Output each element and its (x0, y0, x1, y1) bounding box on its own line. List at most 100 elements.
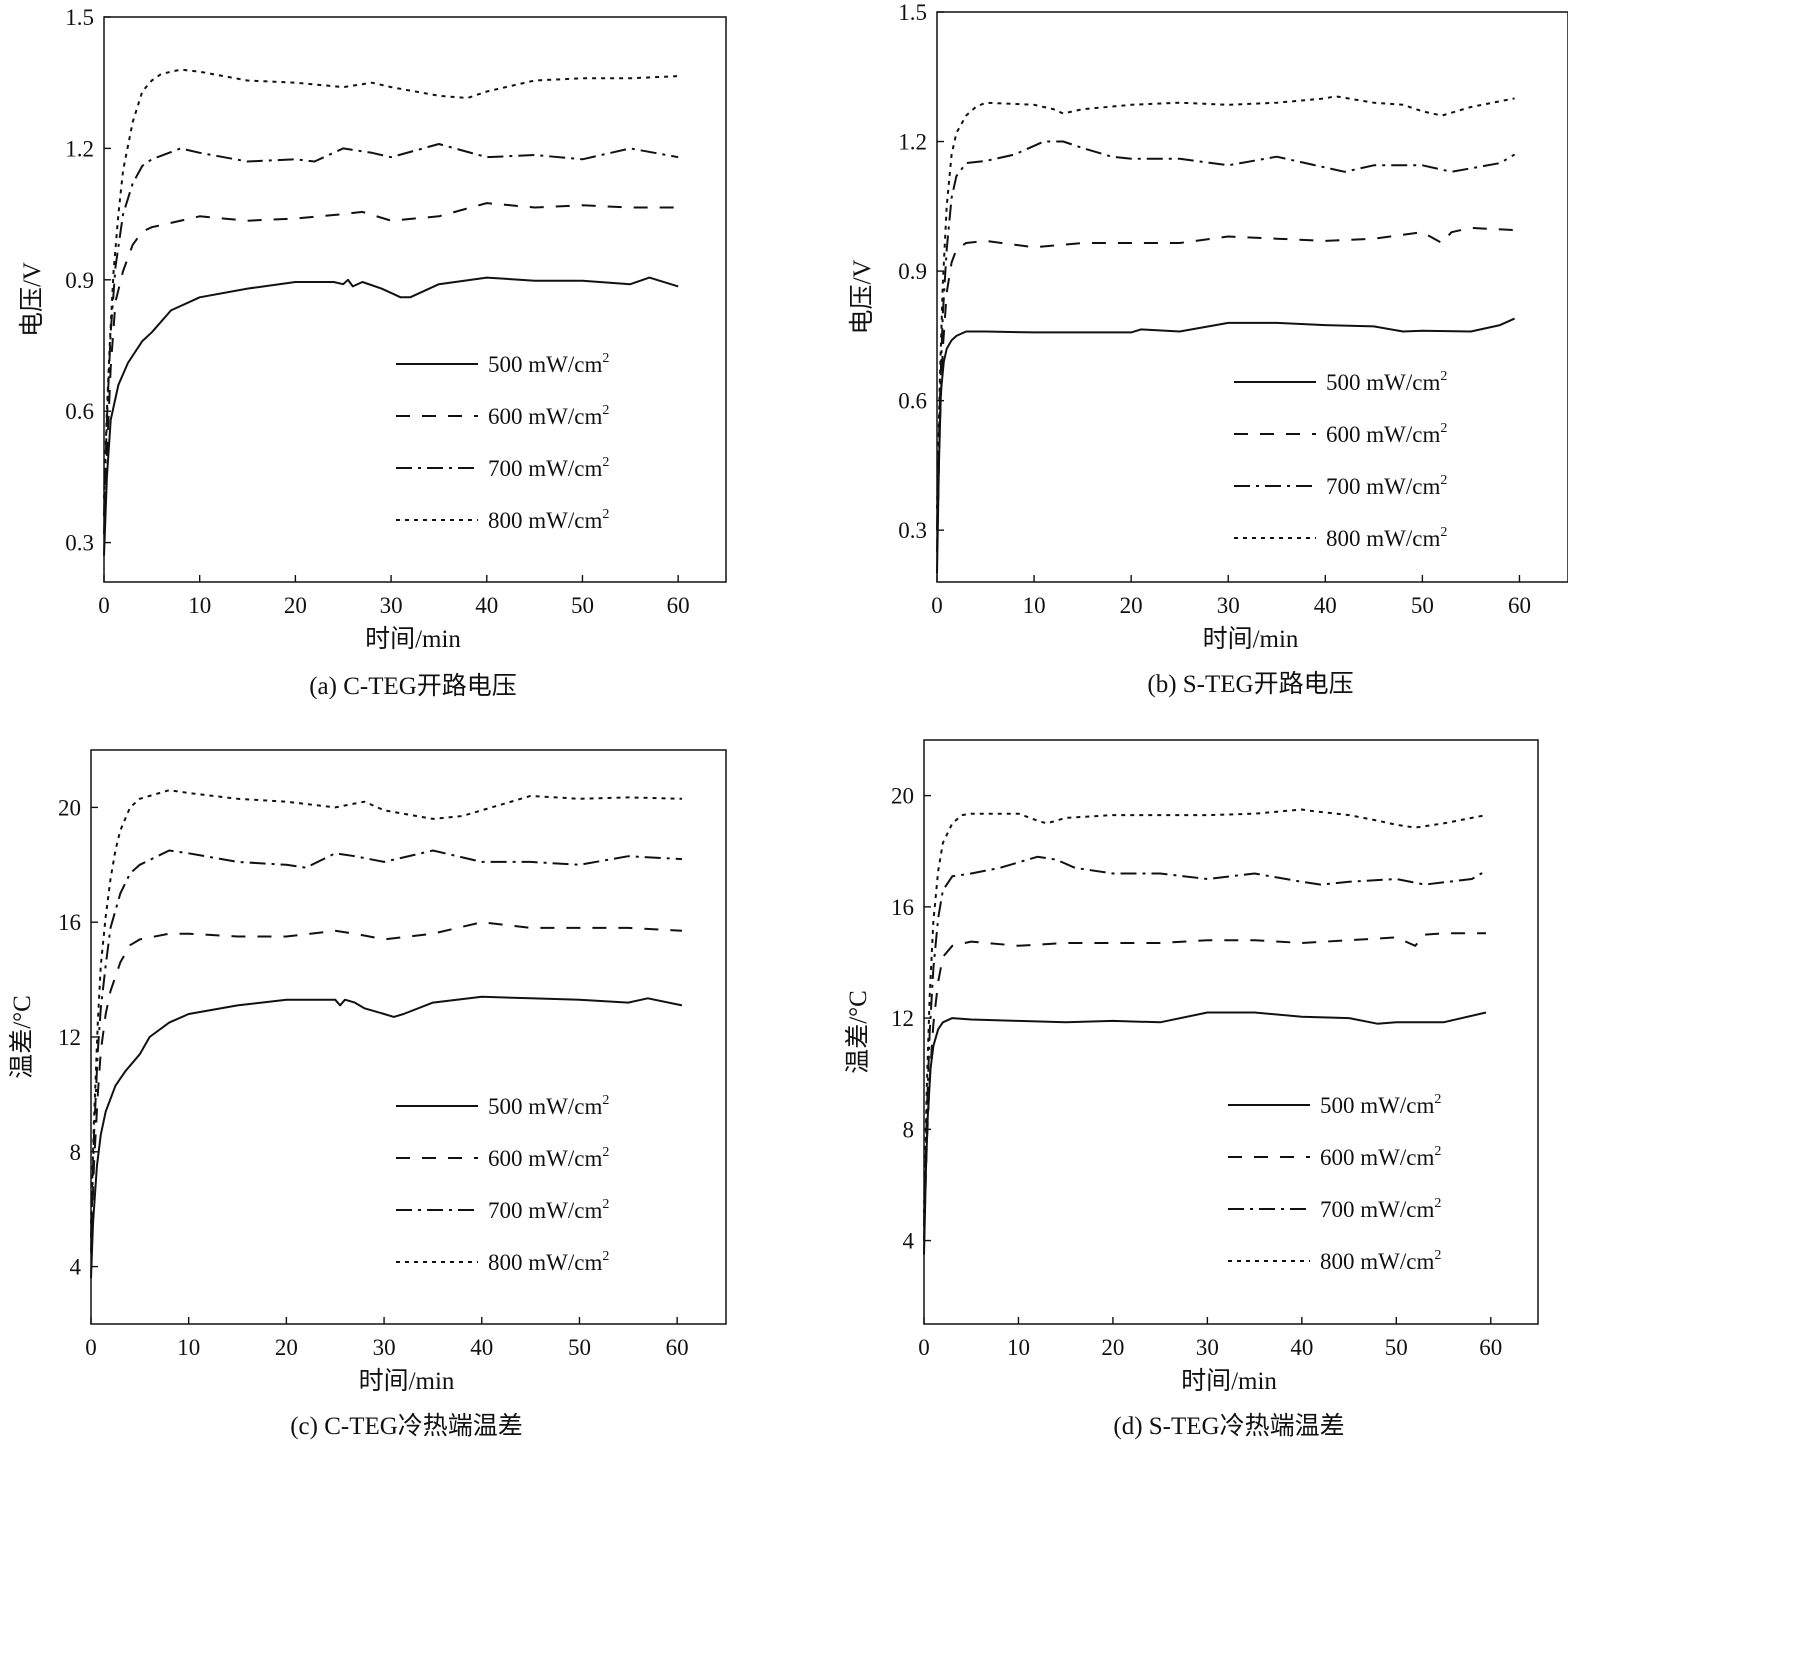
series-line-s700 (90, 849, 683, 1238)
legend: 500 mW/cm2 600 mW/cm2 700 mW/cm2 800 mW/cm2 (396, 351, 609, 533)
y-tick-label: 20 (891, 784, 914, 809)
legend-label-s700: 700 mW/cm2 (1320, 1196, 1441, 1222)
legend-label-s500: 500 mW/cm2 (1326, 369, 1447, 395)
legend-label-s600: 600 mW/cm2 (488, 403, 609, 429)
x-tick-label: 50 (568, 1335, 591, 1360)
x-tick-label: 60 (666, 1335, 689, 1360)
panel-caption: (b) S-TEG开路电压 (1147, 670, 1353, 698)
y-tick-label: 12 (58, 1025, 81, 1050)
legend-label-s500: 500 mW/cm2 (488, 351, 609, 377)
y-tick-label: 16 (891, 895, 914, 920)
x-tick-label: 40 (1290, 1335, 1313, 1360)
y-tick-label: 0.9 (65, 268, 94, 293)
chart-panel-a: 0 10 20 30 40 50 60 0.3 0.6 0.9 1.2 1.5 时间/min 电压/V 50… (18, 5, 727, 653)
legend-label-s800: 800 mW/cm2 (488, 507, 609, 533)
legend-label-s600: 600 mW/cm2 (1320, 1144, 1441, 1170)
chart-panel-c: 0 10 20 30 40 50 60 4 8 12 16 20 时间/min 温差/°C 500 mW/c… (8, 749, 727, 1395)
series-line-s800 (923, 808, 1487, 1213)
y-tick-label: 1.2 (898, 130, 927, 155)
y-tick-label: 4 (903, 1229, 915, 1254)
y-axis-title: 温差/°C (8, 995, 36, 1079)
x-tick-label: 40 (475, 593, 498, 618)
x-tick-label: 60 (667, 593, 690, 618)
legend-label-s600: 600 mW/cm2 (1326, 421, 1447, 447)
series-line-s700 (923, 855, 1487, 1227)
y-tick-label: 0.3 (65, 531, 94, 556)
series-line-s600 (923, 932, 1486, 1241)
legend-label-s700: 700 mW/cm2 (1326, 473, 1447, 499)
legend-label-s800: 800 mW/cm2 (1326, 525, 1447, 551)
x-tick-label: 10 (1023, 593, 1046, 618)
series-line-s800 (103, 68, 679, 499)
y-tick-label: 1.2 (65, 136, 94, 161)
panel-caption: (c) C-TEG冷热端温差 (290, 1412, 523, 1440)
legend: 500 mW/cm2 600 mW/cm2 700 mW/cm2 800 mW/cm2 (396, 1093, 609, 1275)
series-line-s700 (103, 143, 679, 517)
x-tick-label: 30 (1196, 1335, 1219, 1360)
figure-canvas: 0 10 20 30 40 50 600.30.60.91.21.5时间/min电压/V50… (8, 0, 1568, 1440)
x-axis-title: 时间/min (359, 1367, 455, 1395)
x-tick-label: 0 (85, 1335, 97, 1360)
series-line-s600 (90, 921, 683, 1253)
y-tick-label: 16 (58, 910, 81, 935)
legend-label-s800: 800 mW/cm2 (1320, 1248, 1441, 1274)
series-line-s800 (936, 95, 1515, 509)
x-tick-label: 10 (177, 1335, 200, 1360)
y-tick-label: 20 (58, 795, 81, 820)
y-tick-label: 8 (903, 1117, 915, 1142)
series-line-s800 (90, 789, 683, 1224)
plot-frame (936, 11, 1568, 583)
series-line-s500 (90, 995, 683, 1279)
panel-caption: (a) C-TEG开路电压 (309, 672, 517, 700)
panel-caption: (d) S-TEG冷热端温差 (1113, 1412, 1344, 1440)
series-line-s500 (103, 276, 679, 556)
x-tick-label: 50 (1385, 1335, 1408, 1360)
x-tick-label: 30 (1217, 593, 1240, 618)
x-axis-title: 时间/min (1203, 625, 1299, 653)
legend: 500 mW/cm2 600 mW/cm2 700 mW/cm2 800 mW/cm2 (1234, 369, 1447, 551)
y-tick-label: 0.6 (65, 399, 94, 424)
series-line-s600 (936, 226, 1515, 552)
legend-label-s700: 700 mW/cm2 (488, 455, 609, 481)
series-line-s500 (923, 1011, 1487, 1255)
x-tick-label: 10 (1007, 1335, 1030, 1360)
legend-label-s600: 600 mW/cm2 (488, 1145, 609, 1171)
chart-panel-d: 0 10 20 30 40 50 60 4 8 12 16 20 时间/min 温差/°C 500 mW/c… (844, 739, 1539, 1395)
y-tick-label: 0.6 (898, 389, 927, 414)
x-tick-label: 30 (373, 1335, 396, 1360)
x-tick-label: 20 (1120, 593, 1143, 618)
x-tick-label: 20 (275, 1335, 298, 1360)
x-tick-label: 20 (284, 593, 307, 618)
y-tick-label: 0.3 (898, 518, 927, 543)
legend-label-s700: 700 mW/cm2 (488, 1197, 609, 1223)
chart-panel-b: 0 10 20 30 40 50 60 0.3 0.6 0.9 1.2 1.5 时间/min 电压/V 50… (848, 0, 1568, 653)
x-tick-label: 30 (380, 593, 403, 618)
series-line-s600 (103, 202, 679, 534)
legend-label-s500: 500 mW/cm2 (1320, 1092, 1441, 1118)
y-axis-title: 温差/°C (844, 990, 872, 1074)
plot-frame (90, 749, 727, 1325)
series-line-s500 (936, 317, 1516, 574)
y-tick-label: 1.5 (65, 5, 94, 30)
y-tick-label: 1.5 (898, 0, 927, 25)
x-tick-label: 20 (1101, 1335, 1124, 1360)
x-tick-label: 0 (98, 593, 110, 618)
y-tick-label: 0.9 (898, 259, 927, 284)
x-tick-label: 40 (1314, 593, 1337, 618)
legend: 500 mW/cm2 600 mW/cm2 700 mW/cm2 800 mW/cm2 (1228, 1092, 1441, 1274)
x-tick-label: 60 (1479, 1335, 1502, 1360)
y-tick-label: 12 (891, 1006, 914, 1031)
plot-frame (923, 739, 1539, 1325)
x-tick-label: 40 (470, 1335, 493, 1360)
x-tick-label: 10 (188, 593, 211, 618)
y-tick-label: 4 (70, 1255, 82, 1280)
y-axis-title: 电压/V (848, 259, 876, 334)
x-tick-label: 0 (918, 1335, 930, 1360)
x-tick-label: 0 (931, 593, 943, 618)
series-line-s700 (936, 140, 1516, 531)
x-tick-label: 50 (571, 593, 594, 618)
x-axis-title: 时间/min (1181, 1367, 1277, 1395)
plot-frame (103, 16, 727, 583)
legend-label-s500: 500 mW/cm2 (488, 1093, 609, 1119)
x-tick-label: 50 (1411, 593, 1434, 618)
